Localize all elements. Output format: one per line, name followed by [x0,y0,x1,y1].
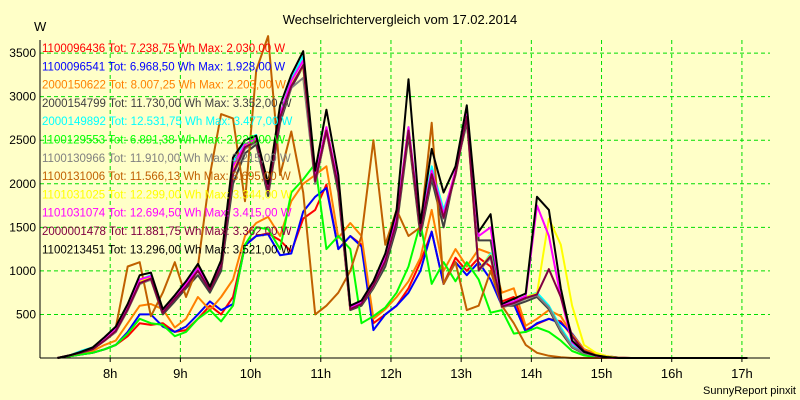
chart-title: Wechselrichtervergleich vom 17.02.2014 [283,12,518,27]
y-tick-label: 500 [16,307,36,321]
legend-entry-9: 1101031025 Tot: 12.299,00 Wh Max: 3.344,… [42,189,292,201]
legend-entry-10: 1101031074 Tot: 12.694,50 Wh Max: 3.415,… [42,208,292,220]
y-tick-label: 3500 [9,46,36,60]
legend-entry-12: 1100213451 Tot: 13.296,00 Wh Max: 3.521,… [42,244,292,256]
x-tick-label: 14h [520,366,542,381]
legend-entry-4: 2000154799 Tot: 11.730,00 Wh Max: 3.352,… [42,98,292,110]
legend-entry-11: 2000001478 Tot: 11.881,75 Wh Max: 3.362,… [42,226,292,238]
x-tick-label: 17h [731,366,753,381]
legend-entry-5: 2000149892 Tot: 12.531,75 Wh Max: 3.477,… [42,116,293,128]
legend-entry-8: 1100131006 Tot: 11.566,13 Wh Max: 3.695,… [42,171,291,183]
x-tick-label: 11h [310,366,331,381]
legend-entry-6: 1100129553 Tot: 6.891,38 Wh Max: 2.228,0… [42,135,285,147]
x-tick-label: 13h [450,366,472,381]
axes-layer: 500 1000 1500 2000 2500 3000 3500 8h 9h 10h 11h 12h… [9,40,770,381]
x-tick-label: 12h [380,366,402,381]
x-tick-label: 8h [103,366,117,381]
grid-layer [40,40,770,358]
x-tick-label: 9h [173,366,187,381]
legend-entry-7: 1100130966 Tot: 11.910,00 Wh Max: 3.215,… [42,153,291,165]
legend: 1100096436 Tot: 7.238,75 Wh Max: 2.030,0… [42,43,293,256]
y-tick-label: 2500 [9,133,36,147]
y-tick-label: 2000 [9,177,36,191]
footer-credit: SunnyReport pinxit [703,385,796,397]
y-tick-label: 1500 [9,220,36,234]
x-tick-label: 10h [240,366,262,381]
y-tick-label: 3000 [9,90,36,104]
y-axis-label: W [34,19,47,34]
legend-entry-3: 2000150622 Tot: 8.007,25 Wh Max: 2.203,0… [42,80,286,92]
legend-entry-2: 1100096541 Tot: 6.968,50 Wh Max: 1.928,0… [42,61,285,73]
legend-entry-1: 1100096436 Tot: 7.238,75 Wh Max: 2.030,0… [42,43,285,55]
y-tick-label: 1000 [9,264,36,278]
x-tick-label: 16h [661,366,683,381]
x-tick-label: 15h [591,366,613,381]
